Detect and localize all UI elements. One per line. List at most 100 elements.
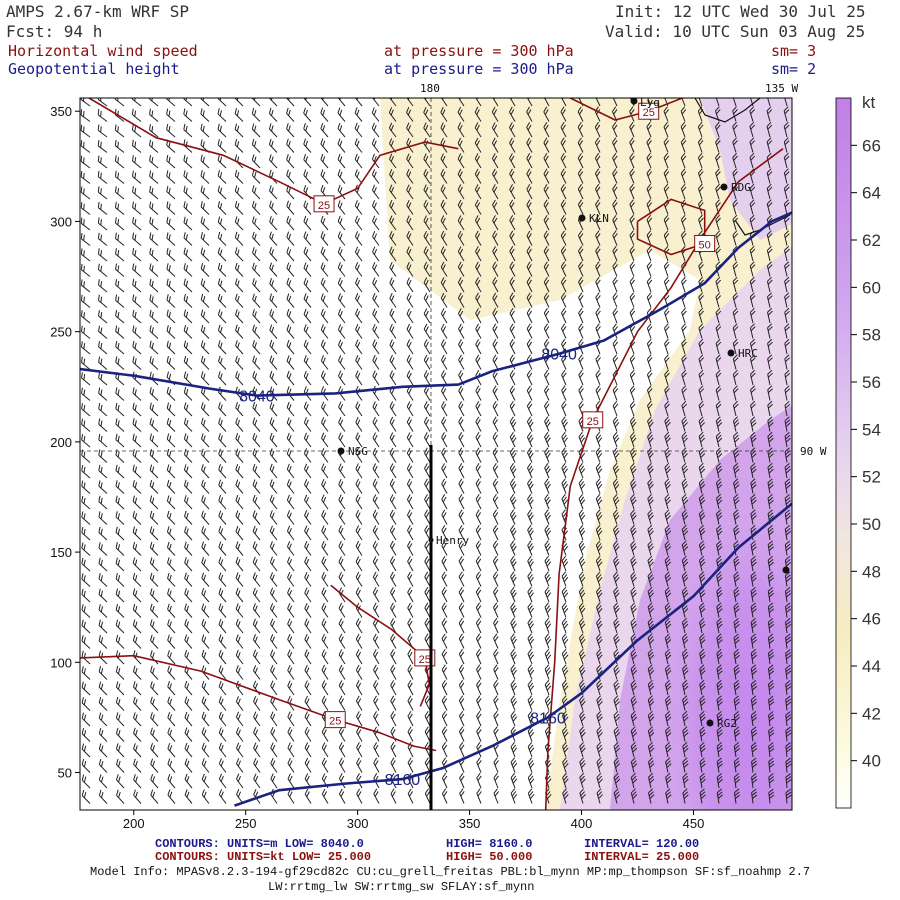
- wind-barb: [680, 106, 687, 122]
- wind-barb: [201, 587, 210, 603]
- wind-barb: [458, 633, 465, 649]
- wind-barb: [269, 525, 278, 541]
- field-wind-speed: Horizontal wind speed: [8, 42, 198, 60]
- wind-barb: [183, 232, 193, 246]
- wind-barb: [234, 185, 244, 200]
- wind-barb: [80, 201, 91, 215]
- wind-barb: [475, 617, 482, 634]
- wind-barb: [526, 400, 533, 417]
- wind-barb: [612, 338, 619, 355]
- wind-barb: [767, 307, 773, 324]
- wind-barb: [235, 525, 244, 541]
- wind-barb: [784, 509, 791, 525]
- wind-barb: [98, 511, 108, 525]
- wind-barb: [561, 354, 567, 370]
- wind-barb: [166, 185, 176, 200]
- wind-barb: [440, 199, 448, 215]
- wind-barb: [286, 308, 295, 324]
- wind-barb: [646, 276, 653, 293]
- footer-c2-low: LOW= 25.000: [291, 850, 372, 864]
- wind-barb: [218, 510, 227, 525]
- wind-barb: [732, 385, 739, 401]
- wind-barb: [560, 230, 567, 246]
- wind-barb: [510, 555, 517, 572]
- wind-barb: [389, 153, 397, 169]
- wind-barb: [474, 230, 482, 246]
- wind-barb: [543, 122, 550, 138]
- wind-barb: [698, 493, 706, 510]
- wind-barb: [474, 137, 482, 153]
- wind-barb: [131, 108, 142, 122]
- wind-barb: [577, 230, 584, 246]
- wind-barb: [355, 571, 363, 587]
- wind-barb: [527, 462, 534, 479]
- wind-barb: [458, 432, 465, 448]
- wind-barb: [320, 138, 329, 153]
- wind-barb: [235, 355, 244, 370]
- wind-barb: [81, 449, 91, 463]
- wind-barb: [252, 603, 261, 618]
- wind-barb: [81, 619, 91, 634]
- wind-barb: [269, 603, 278, 618]
- wind-barb: [595, 199, 601, 215]
- wind-barb: [407, 602, 414, 618]
- wind-barb: [132, 232, 142, 246]
- wind-barb: [200, 371, 210, 386]
- wind-barb: [149, 541, 159, 556]
- wind-barb: [98, 495, 108, 510]
- wind-barb: [166, 263, 176, 277]
- wind-barb: [440, 277, 448, 293]
- wind-barb: [646, 137, 652, 153]
- wind-barb: [732, 152, 738, 169]
- wind-barb: [526, 106, 533, 122]
- wind-barb: [286, 479, 295, 494]
- wind-barb: [252, 432, 261, 448]
- wind-barb: [287, 664, 295, 680]
- wind-barb: [372, 633, 380, 649]
- wind-barb: [664, 385, 670, 401]
- wind-barb: [698, 261, 704, 277]
- wind-barb: [663, 261, 670, 277]
- wind-barb: [201, 618, 210, 634]
- wind-barb: [149, 356, 159, 370]
- wind-barb: [733, 478, 740, 494]
- wind-barb: [732, 121, 738, 138]
- wind-barb: [561, 493, 569, 510]
- wind-barb: [560, 307, 567, 324]
- x-tick-label: 350: [459, 816, 481, 831]
- wind-barb: [321, 478, 329, 494]
- wind-barb: [337, 169, 346, 184]
- wind-barb: [252, 216, 261, 231]
- wind-barb: [612, 261, 618, 277]
- wind-barb: [543, 199, 550, 215]
- wind-barb: [526, 385, 533, 401]
- wind-barb: [269, 572, 278, 587]
- wind-barb: [561, 369, 567, 386]
- wind-barb: [371, 200, 380, 215]
- wind-barb: [131, 139, 142, 153]
- wind-barb: [767, 540, 774, 556]
- wind-barb: [166, 98, 176, 107]
- wind-barb: [166, 325, 176, 339]
- wind-barb: [698, 323, 704, 339]
- wind-barb: [406, 230, 414, 246]
- wind-barb: [97, 170, 108, 184]
- wind-barb: [389, 308, 397, 324]
- wind-barb: [664, 540, 672, 556]
- wind-barb: [217, 278, 227, 293]
- wind-barb: [80, 263, 91, 277]
- wind-barb: [630, 602, 637, 618]
- station-rg2-marker: [706, 719, 714, 727]
- wind-barb: [132, 356, 142, 370]
- wind-barb: [509, 137, 516, 153]
- wind-barb: [149, 201, 159, 215]
- wind-barb: [389, 540, 397, 556]
- wind-barb: [594, 121, 601, 138]
- wind-barb: [732, 168, 738, 184]
- wind-barb: [630, 555, 637, 572]
- wind-barb: [750, 602, 757, 618]
- wind-barb: [491, 137, 499, 153]
- wind-barb: [767, 493, 774, 510]
- wind-barb: [732, 307, 739, 324]
- wind-barb: [132, 526, 142, 541]
